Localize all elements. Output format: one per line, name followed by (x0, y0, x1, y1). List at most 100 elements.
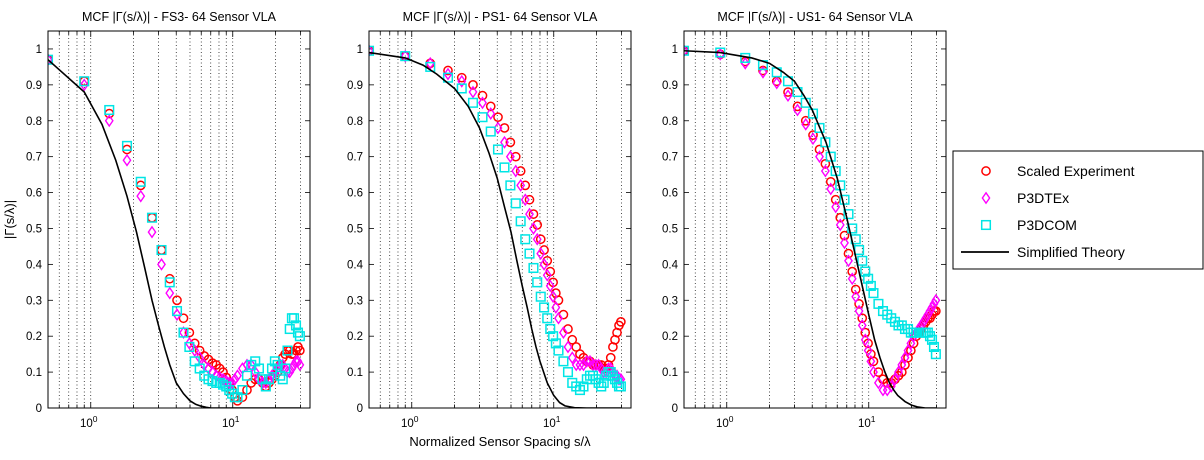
y-tick-label: 0.5 (26, 223, 42, 235)
series-p3dtex (369, 44, 626, 386)
data-point (928, 341, 940, 353)
y-tick-label: 0.8 (662, 116, 678, 128)
data-point (184, 336, 194, 350)
y-tick-label: 0.4 (662, 259, 679, 271)
data-point (178, 313, 189, 324)
y-tick-label: 0.2 (26, 331, 42, 343)
plot-panel-2: 0 0.1 0.2 0.3 0.4 0.5 0.6 0.7 0.8 0.9 1 100 101 MCF |… (347, 10, 632, 430)
data-point (267, 369, 277, 383)
data-point (579, 358, 588, 372)
data-point (591, 358, 601, 372)
data-point (927, 301, 937, 314)
data-point (291, 354, 301, 368)
data-point (919, 315, 928, 329)
y-tick-label: 1 (672, 44, 678, 56)
data-point (857, 313, 868, 324)
data-point (524, 248, 535, 259)
series-p3dtex (48, 53, 305, 390)
y-tick-label: 0.3 (662, 295, 678, 307)
data-point (520, 193, 530, 207)
data-point (233, 369, 242, 383)
data-point (542, 313, 553, 324)
data-point (873, 367, 884, 377)
data-point (282, 345, 293, 356)
data-point (477, 112, 488, 123)
data-point (285, 365, 295, 379)
data-point (814, 122, 825, 133)
data-point (511, 164, 521, 178)
data-point (783, 89, 793, 103)
data-point (443, 67, 453, 81)
data-point (835, 218, 845, 232)
data-point (826, 182, 836, 196)
data-point (280, 363, 291, 374)
data-point (500, 135, 509, 149)
data-point (443, 65, 453, 76)
data-point (457, 74, 467, 88)
legend-label: Scaled Experiment (1017, 163, 1135, 179)
x-axis-label: Normalized Sensor Spacing s/λ (409, 434, 591, 449)
data-point (400, 51, 411, 62)
data-point (847, 272, 857, 286)
data-point (890, 372, 900, 386)
y-axis-label: |Γ(s/λ)| (2, 200, 17, 239)
y-tick-label: 0.1 (347, 367, 363, 379)
data-point (532, 277, 543, 288)
data-point (477, 90, 488, 101)
data-point (931, 293, 941, 307)
plot-panel-3: 0 0.1 0.2 0.3 0.4 0.5 0.6 0.7 0.8 0.9 1 100 101 MCF |… (662, 10, 947, 430)
plot-area (369, 31, 631, 408)
data-point (539, 302, 550, 313)
data-point (847, 223, 858, 234)
legend: Scaled Experiment P3DTEx P3DCOM Simplified … (952, 150, 1204, 270)
data-point (921, 311, 931, 325)
data-point (157, 257, 166, 271)
data-point (505, 150, 515, 164)
x-tick-label: 101 (543, 414, 561, 430)
data-point (851, 290, 861, 304)
data-point (246, 358, 256, 372)
data-point (257, 374, 268, 385)
x-tick-label: 101 (858, 414, 876, 430)
plot-area (48, 31, 310, 408)
data-point (854, 304, 864, 318)
data-point (772, 76, 782, 90)
data-point (486, 107, 496, 121)
data-point (548, 331, 559, 342)
data-point (825, 176, 836, 187)
plot-panel-1: 0 0.1 0.2 0.3 0.4 0.5 0.6 0.7 0.8 0.9 1 100 101 MCF |… (26, 10, 311, 430)
data-point (515, 166, 526, 176)
data-point (554, 311, 563, 325)
data-point (860, 266, 871, 277)
data-point (400, 49, 410, 63)
y-tick-label: 0.8 (347, 116, 363, 128)
data-point (857, 255, 868, 266)
data-point (758, 65, 768, 79)
data-point (179, 326, 188, 340)
data-point (485, 101, 496, 112)
theory-line (684, 49, 937, 408)
y-tick-label: 0.6 (662, 188, 678, 200)
data-point (171, 306, 183, 317)
y-tick-label: 0.3 (347, 295, 363, 307)
data-point (524, 194, 535, 205)
y-tick-label: 0.4 (347, 259, 364, 271)
data-point (808, 130, 818, 140)
data-point (525, 207, 534, 221)
y-tick-label: 0.6 (26, 188, 42, 200)
data-point (528, 209, 539, 219)
data-point (147, 225, 157, 239)
legend-item-p3dtex: P3DTEx (981, 190, 1069, 206)
x-tick-label: 100 (80, 414, 98, 430)
data-point (923, 308, 933, 322)
data-point (535, 291, 546, 302)
data-point (831, 200, 841, 214)
data-point (277, 374, 288, 385)
data-point (190, 344, 200, 357)
data-point (868, 356, 879, 367)
data-point (467, 97, 479, 108)
y-tick-label: 0.8 (26, 116, 42, 128)
data-point (886, 380, 896, 393)
